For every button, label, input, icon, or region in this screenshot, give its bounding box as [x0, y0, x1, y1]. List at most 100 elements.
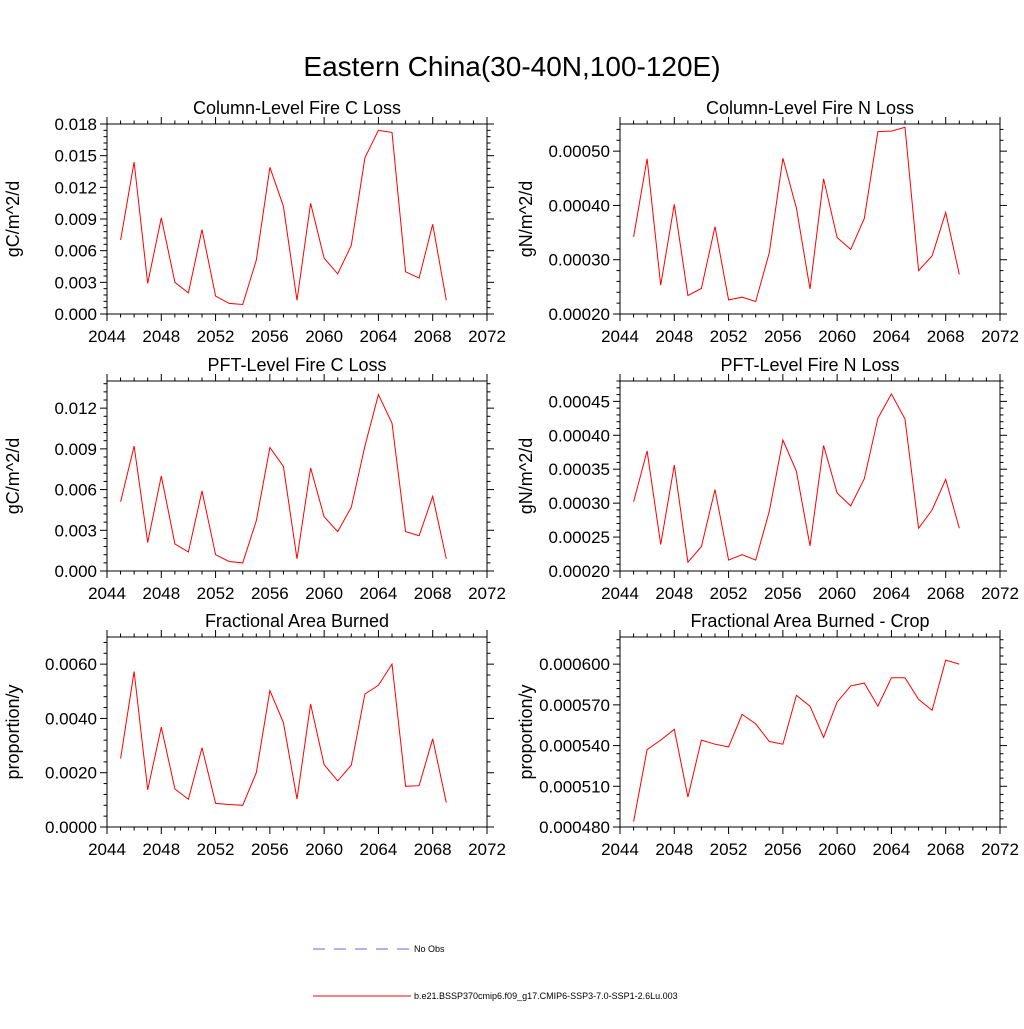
- plot-frame: [619, 636, 1001, 828]
- plot-frame: [106, 123, 488, 315]
- y-tick-label: 0.000570: [539, 696, 610, 715]
- x-tick-label: 2060: [818, 327, 856, 346]
- x-tick-label: 2068: [927, 584, 965, 603]
- y-tick-label: 0.000510: [539, 777, 610, 796]
- y-tick-label: 0.000: [54, 562, 97, 581]
- x-tick-label: 2064: [360, 327, 398, 346]
- legend: No Obs b.e21.BSSP370cmip6.f09_g17.CMIP6-…: [313, 944, 678, 1001]
- y-tick-label: 0.00040: [549, 196, 610, 215]
- y-tick-label: 0.003: [54, 521, 97, 540]
- y-tick-label: 0.00040: [549, 426, 610, 445]
- y-tick-label: 0.006: [54, 481, 97, 500]
- y-tick-label: 0.003: [54, 273, 97, 292]
- x-tick-label: 2064: [873, 584, 911, 603]
- y-tick-label: 0.015: [54, 147, 97, 166]
- y-tick-label: 0.009: [54, 440, 97, 459]
- chart-panel-1: Column-Level Fire C Loss 2044 2048 2052 2056…: [3, 98, 506, 346]
- x-tick-label: 2064: [873, 840, 911, 859]
- y-axis-label: proportion/y: [3, 684, 23, 779]
- y-tick-label: 0.00030: [549, 251, 610, 270]
- y-tick-label: 0.000480: [539, 818, 610, 837]
- chart-panel-2: Column-Level Fire N Loss 2044 2048 2052 2056…: [516, 98, 1019, 346]
- y-tick-label: 0.00020: [549, 305, 610, 324]
- y-tick-label: 0.000540: [539, 737, 610, 756]
- x-tick-label: 2056: [764, 584, 802, 603]
- y-tick-label: 0.012: [54, 178, 97, 197]
- x-tick-label: 2072: [468, 840, 506, 859]
- y-tick-label: 0.0020: [45, 764, 97, 783]
- x-tick-label: 2072: [468, 584, 506, 603]
- y-axis-label: gC/m^2/d: [3, 438, 23, 514]
- x-tick-label: 2068: [414, 327, 452, 346]
- x-tick-label: 2072: [468, 327, 506, 346]
- x-tick-label: 2052: [710, 327, 748, 346]
- y-tick-label: 0.00050: [549, 142, 610, 161]
- x-tick-label: 2052: [710, 584, 748, 603]
- y-tick-label: 0.0060: [45, 655, 97, 674]
- x-tick-label: 2060: [305, 840, 343, 859]
- series-line-1: [633, 392, 960, 564]
- chart-panel-4: PFT-Level Fire N Loss 2044 2048 2052 2056 206…: [516, 355, 1019, 603]
- x-tick-label: 2068: [414, 840, 452, 859]
- y-tick-label: 0.00025: [549, 528, 610, 547]
- x-tick-label: 2060: [305, 327, 343, 346]
- y-tick-label: 0.00035: [549, 460, 610, 479]
- y-tick-label: 0.00045: [549, 392, 610, 411]
- x-tick-label: 2060: [818, 584, 856, 603]
- x-tick-label: 2048: [655, 327, 693, 346]
- x-tick-label: 2072: [981, 584, 1019, 603]
- x-tick-label: 2044: [88, 584, 126, 603]
- y-tick-label: 0.0040: [45, 709, 97, 728]
- x-tick-label: 2056: [251, 584, 289, 603]
- chart-panel-5: Fractional Area Burned 2044 2048 2052 2056 20…: [3, 611, 506, 859]
- series-line-1: [633, 659, 960, 822]
- y-tick-label: 0.00020: [549, 562, 610, 581]
- x-tick-label: 2048: [655, 584, 693, 603]
- x-tick-label: 2056: [251, 327, 289, 346]
- x-tick-label: 2056: [764, 327, 802, 346]
- y-axis-label: proportion/y: [516, 684, 536, 779]
- x-tick-label: 2048: [655, 840, 693, 859]
- series-line-1: [120, 662, 447, 806]
- y-tick-label: 0.012: [54, 399, 97, 418]
- legend-label-no-obs: No Obs: [414, 944, 445, 954]
- x-tick-label: 2052: [710, 840, 748, 859]
- x-tick-label: 2048: [142, 327, 180, 346]
- legend-label-model-run: b.e21.BSSP370cmip6.f09_g17.CMIP6-SSP3-7.…: [414, 991, 678, 1001]
- main-title: Eastern China(30-40N,100-120E): [303, 51, 720, 82]
- panel-title: Fractional Area Burned - Crop: [690, 611, 929, 631]
- x-tick-label: 2064: [873, 327, 911, 346]
- y-tick-label: 0.009: [54, 210, 97, 229]
- x-tick-label: 2052: [197, 840, 235, 859]
- y-tick-label: 0.000: [54, 305, 97, 324]
- x-tick-label: 2052: [197, 584, 235, 603]
- x-tick-label: 2044: [601, 840, 639, 859]
- x-tick-label: 2068: [414, 584, 452, 603]
- x-tick-label: 2048: [142, 840, 180, 859]
- x-tick-label: 2060: [305, 584, 343, 603]
- x-tick-label: 2068: [927, 840, 965, 859]
- chart-panel-3: PFT-Level Fire C Loss 2044 2048 2052 2056 206…: [3, 355, 506, 603]
- x-tick-label: 2044: [88, 327, 126, 346]
- x-tick-label: 2072: [981, 840, 1019, 859]
- panel-title: Column-Level Fire N Loss: [706, 98, 914, 118]
- panel-title: PFT-Level Fire C Loss: [207, 355, 386, 375]
- x-tick-label: 2056: [764, 840, 802, 859]
- plot-frame: [106, 380, 488, 572]
- x-tick-label: 2052: [197, 327, 235, 346]
- x-tick-label: 2044: [601, 327, 639, 346]
- chart-panels: Column-Level Fire C Loss 2044 2048 2052 2056…: [3, 98, 1019, 859]
- x-tick-label: 2064: [360, 584, 398, 603]
- chart-panel-6: Fractional Area Burned - Crop 2044 2048 205…: [516, 611, 1019, 859]
- y-tick-label: 0.000600: [539, 655, 610, 674]
- x-tick-label: 2064: [360, 840, 398, 859]
- panel-title: Fractional Area Burned: [205, 611, 389, 631]
- y-tick-label: 0.018: [54, 115, 97, 134]
- x-tick-label: 2044: [88, 840, 126, 859]
- x-tick-label: 2048: [142, 584, 180, 603]
- y-tick-label: 0.00030: [549, 494, 610, 513]
- x-tick-label: 2056: [251, 840, 289, 859]
- x-tick-label: 2044: [601, 584, 639, 603]
- series-line-1: [120, 129, 447, 306]
